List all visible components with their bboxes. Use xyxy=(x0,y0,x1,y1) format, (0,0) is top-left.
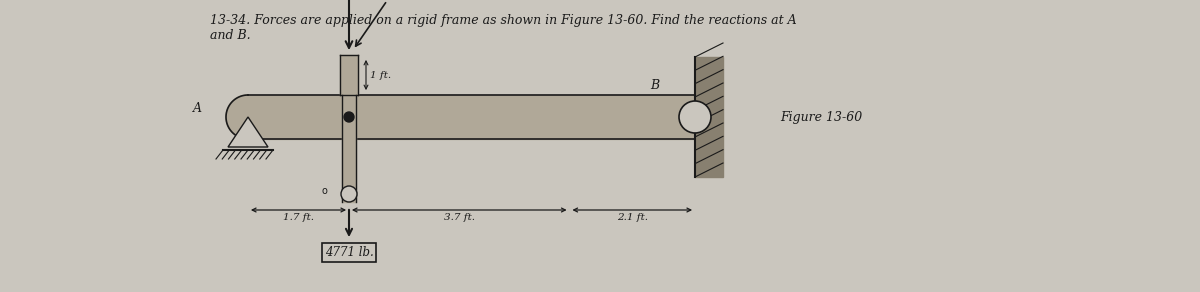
Polygon shape xyxy=(226,95,248,139)
Text: 1 ft.: 1 ft. xyxy=(370,70,391,79)
Text: 3.7 ft.: 3.7 ft. xyxy=(444,213,475,222)
Text: 13-34. Forces are applied on a rigid frame as shown in Figure 13-60. Find the re: 13-34. Forces are applied on a rigid fra… xyxy=(210,14,797,27)
Text: o: o xyxy=(322,186,326,196)
Text: B: B xyxy=(650,79,659,92)
Circle shape xyxy=(344,112,354,122)
Text: A: A xyxy=(193,102,202,115)
Text: 1.7 ft.: 1.7 ft. xyxy=(283,213,314,222)
Text: 2.1 ft.: 2.1 ft. xyxy=(617,213,648,222)
Bar xyxy=(695,57,722,177)
Bar xyxy=(248,95,695,139)
Polygon shape xyxy=(228,117,268,147)
Circle shape xyxy=(341,186,358,202)
Bar xyxy=(342,95,356,202)
Circle shape xyxy=(679,101,710,133)
Text: and B.: and B. xyxy=(210,29,251,42)
Text: Figure 13-60: Figure 13-60 xyxy=(780,110,863,124)
Text: 4771 lb.: 4771 lb. xyxy=(325,246,373,259)
Bar xyxy=(340,55,358,95)
